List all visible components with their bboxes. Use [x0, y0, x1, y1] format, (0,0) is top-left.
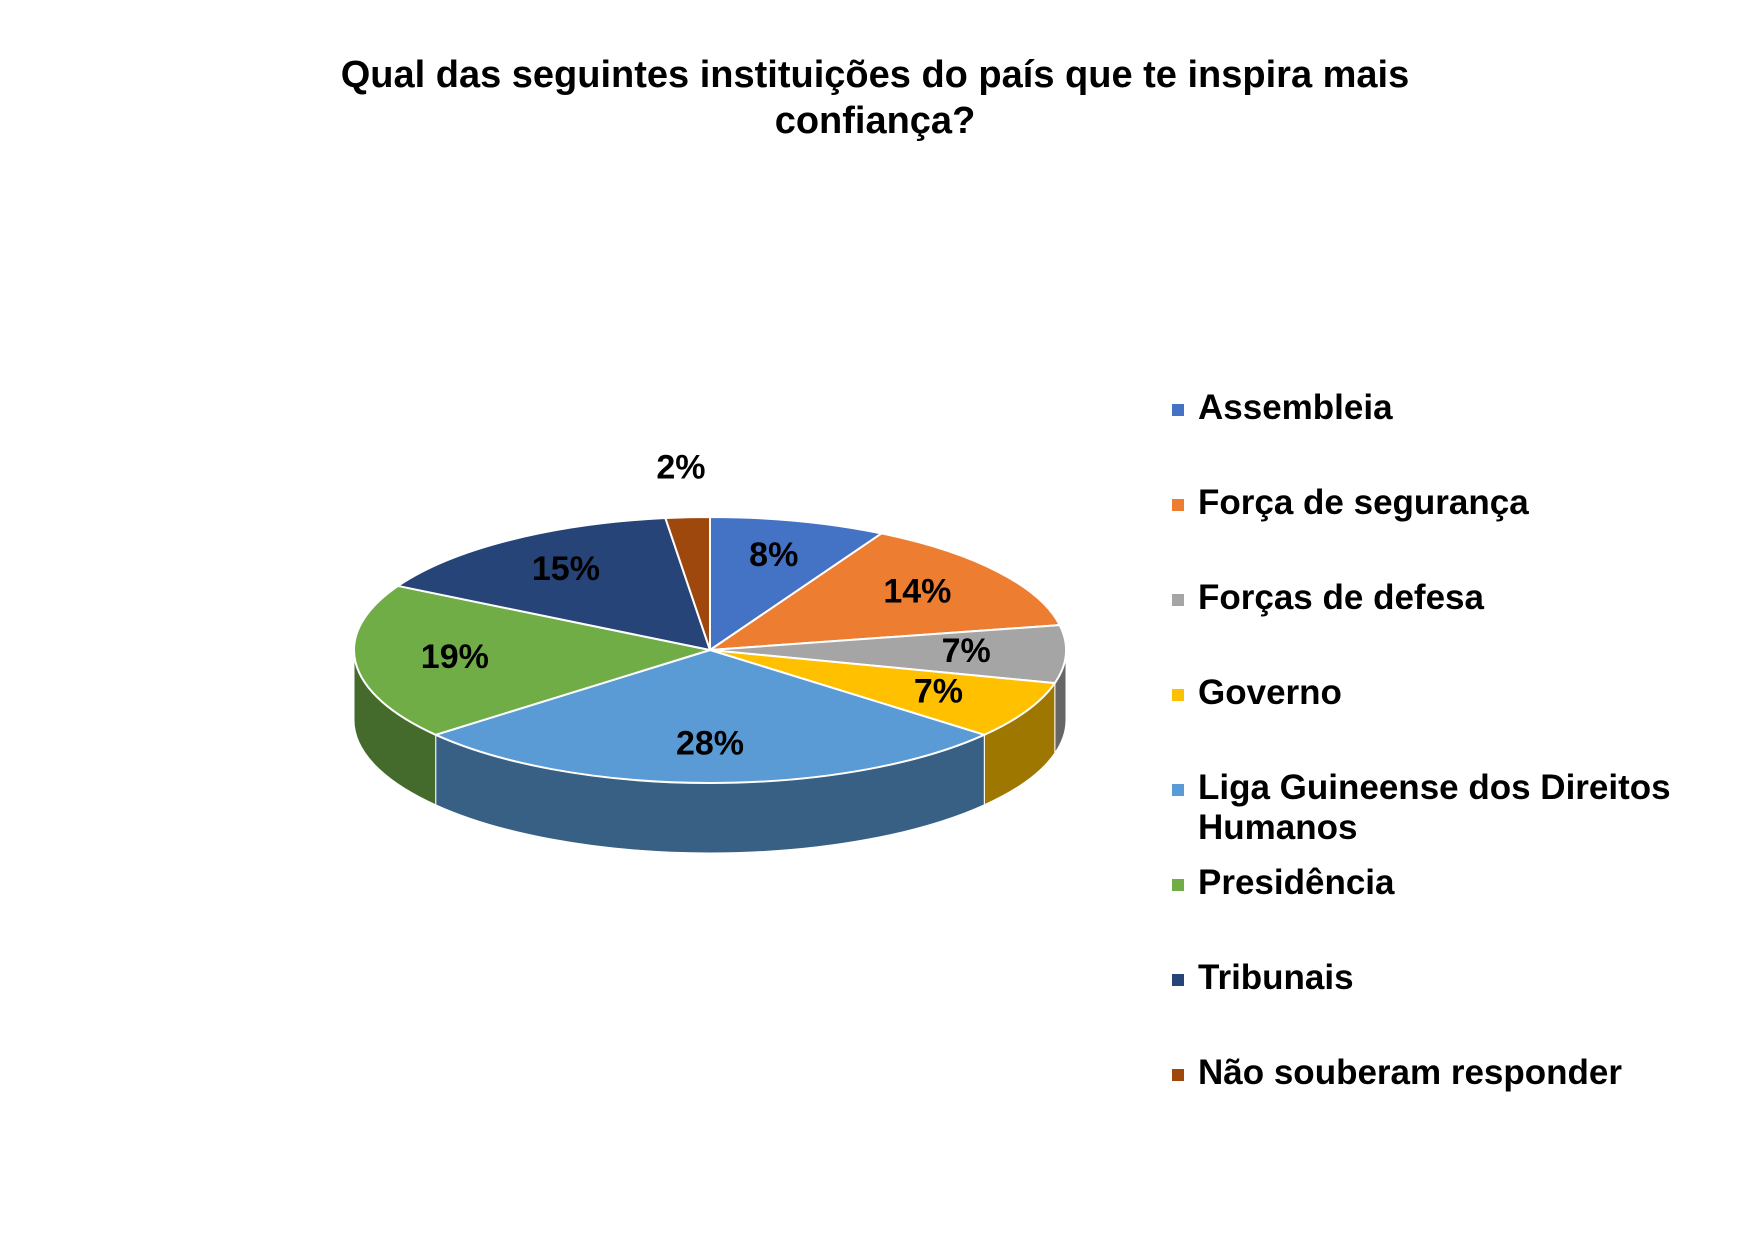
slice — [706, 532, 1062, 652]
legend-label: Forças de defesa — [1198, 578, 1484, 617]
legend-label: Assembleia — [1198, 388, 1393, 427]
chart-title: Qual das seguintes instituições do país … — [340, 54, 1410, 142]
data-label: 7% — [914, 672, 963, 710]
legend-label: Presidência — [1198, 863, 1395, 902]
slice — [353, 584, 711, 736]
legend-swatch — [1172, 974, 1184, 986]
legend-item: Forças de defesa — [1168, 578, 1738, 673]
legend: Assembleia Força de segurança Forças de de… — [1168, 388, 1738, 1148]
slice — [709, 624, 1067, 685]
legend-label: Força de segurança — [1198, 483, 1529, 522]
data-label: 2% — [656, 448, 705, 486]
legend-swatch — [1172, 689, 1184, 701]
slice — [664, 515, 711, 651]
data-label: 8% — [749, 536, 798, 574]
legend-item: Governo — [1168, 673, 1738, 768]
legend-label: Não souberam responder — [1198, 1053, 1622, 1092]
data-label: 28% — [676, 725, 744, 763]
legend-label: Liga Guineense dos Direitos Humanos — [1198, 768, 1671, 847]
slice — [395, 517, 712, 652]
legend-item: Assembleia — [1168, 388, 1738, 483]
legend-item: Tribunais — [1168, 958, 1738, 1053]
slice — [709, 515, 885, 652]
legend-item: Força de segurança — [1168, 483, 1738, 578]
legend-swatch — [1172, 499, 1184, 511]
legend-swatch — [1172, 784, 1184, 796]
data-label: 7% — [942, 632, 991, 670]
data-label: 15% — [532, 550, 600, 588]
data-label: 14% — [883, 573, 951, 611]
data-label: 19% — [421, 638, 489, 676]
legend-swatch — [1172, 594, 1184, 606]
legend-swatch — [1172, 879, 1184, 891]
legend-label: Tribunais — [1198, 958, 1354, 997]
legend-swatch — [1172, 1069, 1184, 1081]
slice — [432, 648, 988, 784]
legend-item: Liga Guineense dos Direitos Humanos — [1168, 768, 1738, 863]
legend-label: Governo — [1198, 673, 1342, 712]
slice — [709, 649, 1057, 736]
legend-swatch — [1172, 404, 1184, 416]
legend-item: Não souberam responder — [1168, 1053, 1738, 1148]
legend-item: Presidência — [1168, 863, 1738, 958]
